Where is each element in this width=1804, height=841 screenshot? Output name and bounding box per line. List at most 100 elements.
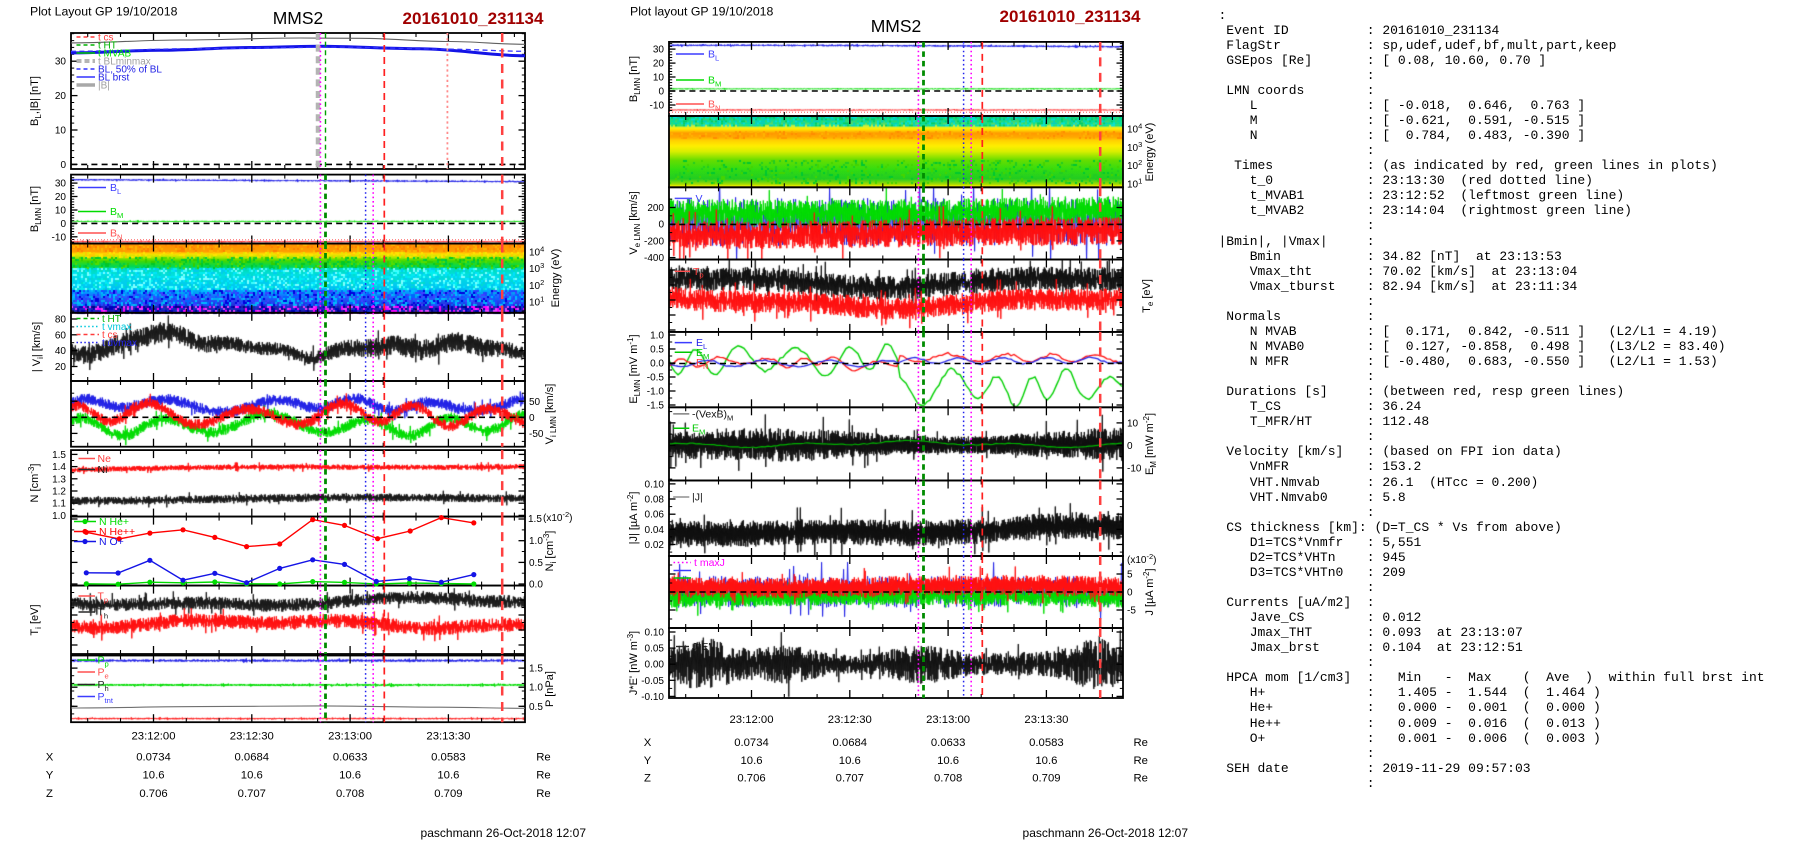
svg-text:EM​ [mW m-2​]: EM​ [mW m-2​]: [1142, 413, 1158, 475]
svg-text:MMS2: MMS2: [273, 8, 324, 28]
svg-text:ELMN​ [mV m-1​]: ELMN​ [mV m-1​]: [626, 334, 642, 403]
svg-text:X: X: [46, 752, 54, 764]
svg-text:Y: Y: [644, 755, 652, 767]
svg-text:0.706: 0.706: [737, 772, 765, 784]
svg-text:0.5: 0.5: [650, 345, 664, 356]
svg-text:10: 10: [653, 73, 665, 84]
svg-text:101: 101: [529, 295, 544, 309]
svg-text:0.10: 0.10: [645, 628, 665, 639]
svg-text:BN: BN: [110, 228, 123, 242]
svg-text:40: 40: [55, 346, 67, 357]
svg-text:BM: BM: [110, 206, 123, 220]
svg-text:1.5: 1.5: [529, 664, 543, 675]
svg-text:Y: Y: [46, 770, 54, 782]
svg-text:BLMN​ [nT]: BLMN​ [nT]: [628, 56, 642, 102]
svg-text:20: 20: [55, 192, 67, 203]
svg-text:X: X: [644, 737, 652, 749]
svg-text:Energy (eV): Energy (eV): [1144, 123, 1156, 182]
svg-text:BLMN​ [nT]: BLMN​ [nT]: [29, 186, 43, 232]
svg-text:101: 101: [1127, 176, 1142, 190]
svg-text:t BLminmax: t BLminmax: [98, 57, 151, 68]
svg-text:Ni​ [cm-3​]: Ni​ [cm-3​]: [542, 531, 558, 572]
svg-text:50: 50: [529, 397, 541, 408]
svg-text:23:13:00: 23:13:00: [926, 714, 970, 726]
svg-text:1.5: 1.5: [528, 514, 542, 525]
svg-text:0.5: 0.5: [529, 702, 543, 713]
svg-text:80: 80: [55, 315, 67, 326]
svg-text:Z: Z: [46, 788, 53, 800]
svg-text:0: 0: [60, 219, 66, 230]
svg-text:t MVAB: t MVAB: [98, 49, 131, 60]
svg-text:0.709: 0.709: [1032, 772, 1060, 784]
svg-text:(x10-2): (x10-2): [1127, 552, 1156, 566]
svg-text:104: 104: [529, 245, 544, 259]
svg-text:23:13:30: 23:13:30: [426, 731, 470, 743]
svg-text:-0.5: -0.5: [647, 373, 665, 384]
svg-text:30: 30: [653, 45, 665, 56]
svg-text:Ph: Ph: [98, 679, 109, 693]
svg-text:103: 103: [1127, 140, 1142, 154]
svg-text:t dvmax: t dvmax: [102, 338, 137, 349]
svg-text:BL: BL: [110, 182, 121, 196]
svg-text:0.0684: 0.0684: [833, 737, 868, 749]
svg-text:Re: Re: [536, 770, 550, 782]
svg-text:0.0: 0.0: [650, 359, 664, 370]
svg-text:0.0583: 0.0583: [1029, 737, 1064, 749]
svg-text:Pe: Pe: [98, 667, 109, 681]
svg-text:Th: Th: [98, 607, 109, 621]
svg-text:1.1: 1.1: [52, 499, 66, 510]
svg-text:|B|: |B|: [98, 81, 110, 92]
svg-text:0.04: 0.04: [645, 525, 665, 536]
svg-text:-10: -10: [650, 101, 665, 112]
svg-text:paschmann 26-Oct-2018 12:07: paschmann 26-Oct-2018 12:07: [421, 826, 587, 840]
svg-text:Ti​ [eV]: Ti​ [eV]: [29, 604, 43, 635]
svg-text:5: 5: [1127, 570, 1133, 581]
svg-text:0.0: 0.0: [529, 580, 543, 591]
svg-text:-1.0: -1.0: [647, 387, 665, 398]
svg-text:1.3: 1.3: [52, 474, 66, 485]
svg-text:| Vi​| [km/s]: | Vi​| [km/s]: [31, 322, 45, 372]
svg-text:10.6: 10.6: [1035, 755, 1057, 767]
svg-text:J*E': J*E': [692, 641, 710, 653]
svg-text:103: 103: [529, 261, 544, 275]
svg-text:Re: Re: [536, 788, 550, 800]
svg-text:0: 0: [658, 87, 664, 98]
svg-text:0: 0: [1127, 588, 1133, 599]
svg-text:-(VexB)M: -(VexB)M: [692, 408, 733, 422]
svg-text:0.0734: 0.0734: [734, 737, 769, 749]
svg-text:0.0633: 0.0633: [931, 737, 966, 749]
svg-text:Re: Re: [1133, 772, 1147, 784]
svg-text:1.2: 1.2: [52, 487, 66, 498]
svg-text:23:13:00: 23:13:00: [328, 731, 372, 743]
svg-text:200: 200: [647, 203, 664, 214]
svg-text:MMS2: MMS2: [871, 16, 922, 36]
svg-text:(x10-2): (x10-2): [543, 510, 572, 524]
svg-text:VL: VL: [696, 193, 707, 207]
svg-text:0.0684: 0.0684: [235, 752, 270, 764]
svg-text:Te​ [eV]: Te​ [eV]: [1141, 279, 1155, 313]
svg-text:BL brst: BL brst: [98, 73, 130, 84]
svg-text:23:12:30: 23:12:30: [230, 731, 274, 743]
svg-text:-50: -50: [529, 429, 544, 440]
svg-text:t maxJ: t maxJ: [694, 557, 725, 569]
svg-text:104: 104: [1127, 122, 1142, 136]
svg-text:23:13:30: 23:13:30: [1024, 714, 1068, 726]
svg-text:0.0583: 0.0583: [431, 752, 466, 764]
svg-text:t cs: t cs: [98, 33, 114, 44]
svg-text:EM: EM: [692, 423, 705, 437]
svg-text:BL​,|B| [nT]: BL​,|B| [nT]: [29, 76, 43, 126]
svg-text:1.0: 1.0: [529, 536, 543, 547]
svg-text:-5: -5: [1127, 606, 1136, 617]
svg-text:0.06: 0.06: [645, 510, 665, 521]
svg-text:10.6: 10.6: [741, 755, 763, 767]
svg-text:0.00: 0.00: [645, 660, 665, 671]
svg-text:Tp: Tp: [98, 591, 109, 605]
svg-text:Energy (eV): Energy (eV): [550, 249, 562, 308]
svg-text:30: 30: [55, 179, 67, 190]
svg-text:t HT: t HT: [98, 41, 117, 52]
svg-text:10: 10: [1127, 418, 1139, 429]
svg-text:0.707: 0.707: [836, 772, 864, 784]
svg-text:0.708: 0.708: [934, 772, 962, 784]
svg-text:23:12:00: 23:12:00: [132, 731, 176, 743]
svg-text:Re: Re: [1133, 755, 1147, 767]
